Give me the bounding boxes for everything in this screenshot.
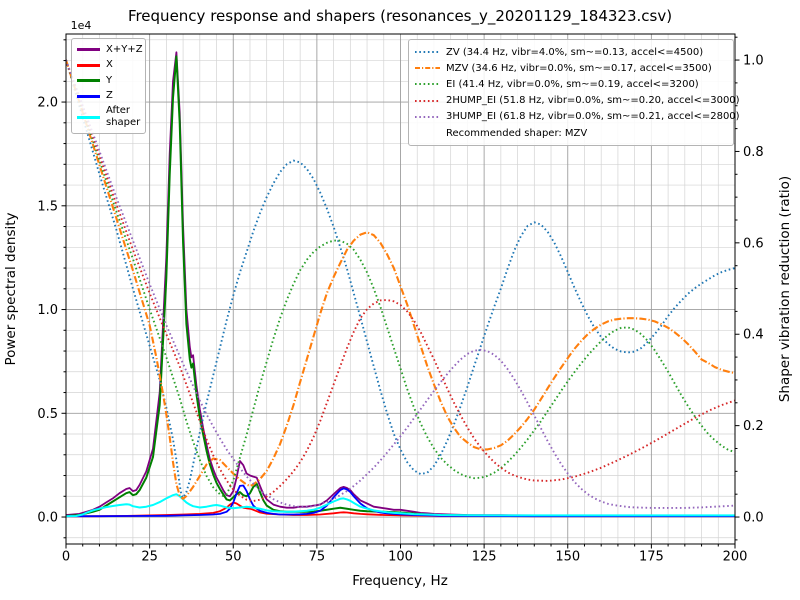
y-right-tick-label: 0.6 bbox=[743, 236, 764, 251]
x-tick-label: 25 bbox=[141, 550, 158, 565]
series-layer bbox=[66, 51, 735, 518]
chart-generated-layers: 0 25 50 75 100 125 150 175 200 0.0 0.5 1.0 1.5 2.0 0.0… bbox=[37, 33, 764, 565]
legend-item-mzv: MZV (34.6 Hz, vibr=0.0%, sm~=0.17, accel… bbox=[415, 60, 727, 76]
series-ei bbox=[66, 59, 735, 497]
legend-note-text: Recommended shaper: MZV bbox=[446, 127, 588, 139]
legend-line-after-shaper bbox=[77, 115, 100, 119]
series-2hump-ei bbox=[66, 59, 735, 502]
legend-line-zv bbox=[415, 51, 440, 54]
legend-label-z: Z bbox=[106, 90, 113, 102]
y-left-tick-label: 2.0 bbox=[37, 96, 58, 111]
chart-title: Frequency response and shapers (resonanc… bbox=[128, 7, 672, 26]
legend-item-xyz-sum: X+Y+Z bbox=[77, 42, 143, 58]
y-right-tick-label: 0.0 bbox=[743, 511, 764, 526]
y-left-offset-text: 1e4 bbox=[71, 19, 92, 32]
x-tick-label: 0 bbox=[62, 550, 70, 565]
legend-item-3hump-ei: 3HUMP_EI (61.8 Hz, vibr=0.0%, sm~=0.21, … bbox=[415, 109, 740, 125]
legend-item-y: Y bbox=[77, 73, 140, 89]
legend-line-3hump-ei bbox=[415, 115, 440, 118]
y-right-tick-label: 1.0 bbox=[743, 54, 764, 69]
x-tick-label: 100 bbox=[388, 550, 413, 565]
y-left-tick-label: 1.5 bbox=[37, 199, 58, 214]
legend-label-x: X bbox=[106, 59, 113, 71]
x-tick-label: 50 bbox=[225, 550, 242, 565]
legend-line-z bbox=[77, 94, 100, 98]
legend-line-xyz-sum bbox=[77, 48, 100, 52]
legend-label-2hump-ei: 2HUMP_EI (51.8 Hz, vibr=0.0%, sm~=0.20, … bbox=[446, 95, 740, 107]
x-axis-label: Frequency, Hz bbox=[352, 573, 448, 589]
y-right-tick-label: 0.4 bbox=[743, 328, 764, 343]
x-tick-label: 200 bbox=[723, 550, 748, 565]
series-x bbox=[66, 501, 735, 518]
legend-label-after-shaper: After shaper bbox=[106, 105, 141, 128]
legend-item-zv: ZV (34.4 Hz, vibr=4.0%, sm~=0.13, accel<… bbox=[415, 44, 727, 60]
legend-item-z: Z bbox=[77, 89, 140, 105]
series-after-shaper bbox=[66, 493, 735, 518]
y-left-axis-label: Power spectral density bbox=[3, 212, 19, 365]
x-tick-label: 175 bbox=[639, 550, 664, 565]
legend-shapers: ZV (34.4 Hz, vibr=4.0%, sm~=0.13, accel<… bbox=[408, 39, 740, 147]
x-tick-label: 150 bbox=[555, 550, 580, 565]
legend-item-2hump-ei: 2HUMP_EI (51.8 Hz, vibr=0.0%, sm~=0.20, … bbox=[415, 93, 740, 109]
series-y bbox=[66, 55, 735, 517]
axis-tick-labels: 0 25 50 75 100 125 150 175 200 0.0 0.5 1.0 1.5 2.0 0.0… bbox=[37, 54, 763, 565]
x-tick-label: 75 bbox=[309, 550, 326, 565]
legend-line-ei bbox=[415, 83, 440, 86]
axes-frame bbox=[65, 33, 736, 545]
y-left-tick-label: 0.5 bbox=[37, 407, 58, 422]
x-tick-label: 125 bbox=[472, 550, 497, 565]
legend-label-3hump-ei: 3HUMP_EI (61.8 Hz, vibr=0.0%, sm~=0.21, … bbox=[446, 111, 740, 123]
y-left-tick-label: 0.0 bbox=[37, 511, 58, 526]
legend-label-ei: EI (41.4 Hz, vibr=0.0%, sm~=0.19, accel<… bbox=[446, 78, 699, 90]
legend-label-zv: ZV (34.4 Hz, vibr=4.0%, sm~=0.13, accel<… bbox=[446, 46, 704, 58]
legend-label-xyz-sum: X+Y+Z bbox=[106, 43, 143, 55]
legend-line-y bbox=[77, 79, 100, 83]
legend-recommended-note: Recommended shaper: MZV bbox=[415, 125, 727, 141]
legend-item-after-shaper: After shaper bbox=[77, 104, 140, 130]
y-left-tick-label: 1.0 bbox=[37, 303, 58, 318]
y-right-tick-label: 0.8 bbox=[743, 145, 764, 160]
y-right-tick-label: 0.2 bbox=[743, 419, 764, 434]
legend-line-mzv bbox=[415, 67, 440, 70]
legend-psd: X+Y+Z X Y Z After shaper bbox=[71, 38, 146, 134]
series-zv bbox=[66, 59, 735, 499]
legend-label-y: Y bbox=[106, 74, 113, 86]
legend-line-2hump-ei bbox=[415, 99, 440, 102]
legend-label-mzv: MZV (34.6 Hz, vibr=0.0%, sm~=0.17, accel… bbox=[446, 62, 712, 74]
series-xyz-sum bbox=[66, 51, 735, 517]
series-3hump-ei bbox=[66, 59, 735, 509]
legend-item-x: X bbox=[77, 58, 140, 74]
legend-line-x bbox=[77, 63, 100, 67]
grid bbox=[66, 34, 735, 544]
y-right-axis-label: Shaper vibration reduction (ratio) bbox=[777, 176, 793, 402]
legend-item-ei: EI (41.4 Hz, vibr=0.0%, sm~=0.19, accel<… bbox=[415, 76, 727, 92]
